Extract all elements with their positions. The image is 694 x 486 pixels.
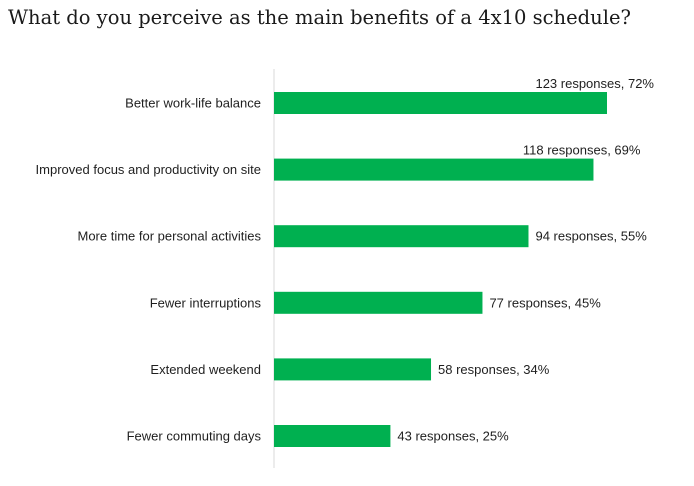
data-label: 77 responses, 45% bbox=[489, 295, 601, 310]
bar bbox=[274, 225, 529, 248]
data-label: 118 responses, 69% bbox=[523, 143, 641, 158]
category-label: Better work-life balance bbox=[125, 96, 261, 111]
chart-title: What do you perceive as the main benefit… bbox=[8, 6, 631, 29]
category-label: More time for personal activities bbox=[77, 229, 261, 244]
category-label: Improved focus and productivity on site bbox=[36, 162, 261, 177]
data-label: 123 responses, 72% bbox=[535, 76, 654, 91]
category-label: Fewer commuting days bbox=[127, 429, 262, 444]
bars-group bbox=[274, 92, 607, 447]
category-label: Extended weekend bbox=[150, 362, 261, 377]
data-label: 43 responses, 25% bbox=[397, 429, 509, 444]
data-label: 58 responses, 34% bbox=[438, 362, 550, 377]
category-labels-group: Better work-life balance Improved focus a… bbox=[36, 96, 262, 444]
bar bbox=[274, 92, 607, 114]
bar bbox=[274, 291, 483, 314]
category-label: Fewer interruptions bbox=[150, 295, 262, 310]
bar bbox=[274, 425, 391, 447]
bar bbox=[274, 158, 594, 181]
data-label: 94 responses, 55% bbox=[535, 229, 647, 244]
bar bbox=[274, 358, 432, 381]
data-labels-group: 123 responses, 72% 118 responses, 69% 94 r… bbox=[397, 76, 654, 444]
